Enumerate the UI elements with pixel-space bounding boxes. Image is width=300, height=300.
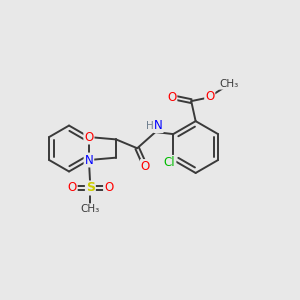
Text: CH₃: CH₃: [81, 204, 100, 214]
Text: O: O: [205, 90, 214, 103]
Text: O: O: [104, 182, 113, 194]
Text: Cl: Cl: [164, 156, 176, 169]
Text: H: H: [146, 121, 154, 130]
Text: O: O: [68, 182, 77, 194]
Text: O: O: [84, 130, 94, 143]
Text: O: O: [167, 91, 176, 104]
Text: CH₃: CH₃: [219, 79, 238, 89]
Text: O: O: [141, 160, 150, 173]
Text: S: S: [86, 182, 95, 194]
Text: N: N: [154, 119, 163, 132]
Text: N: N: [85, 154, 93, 166]
